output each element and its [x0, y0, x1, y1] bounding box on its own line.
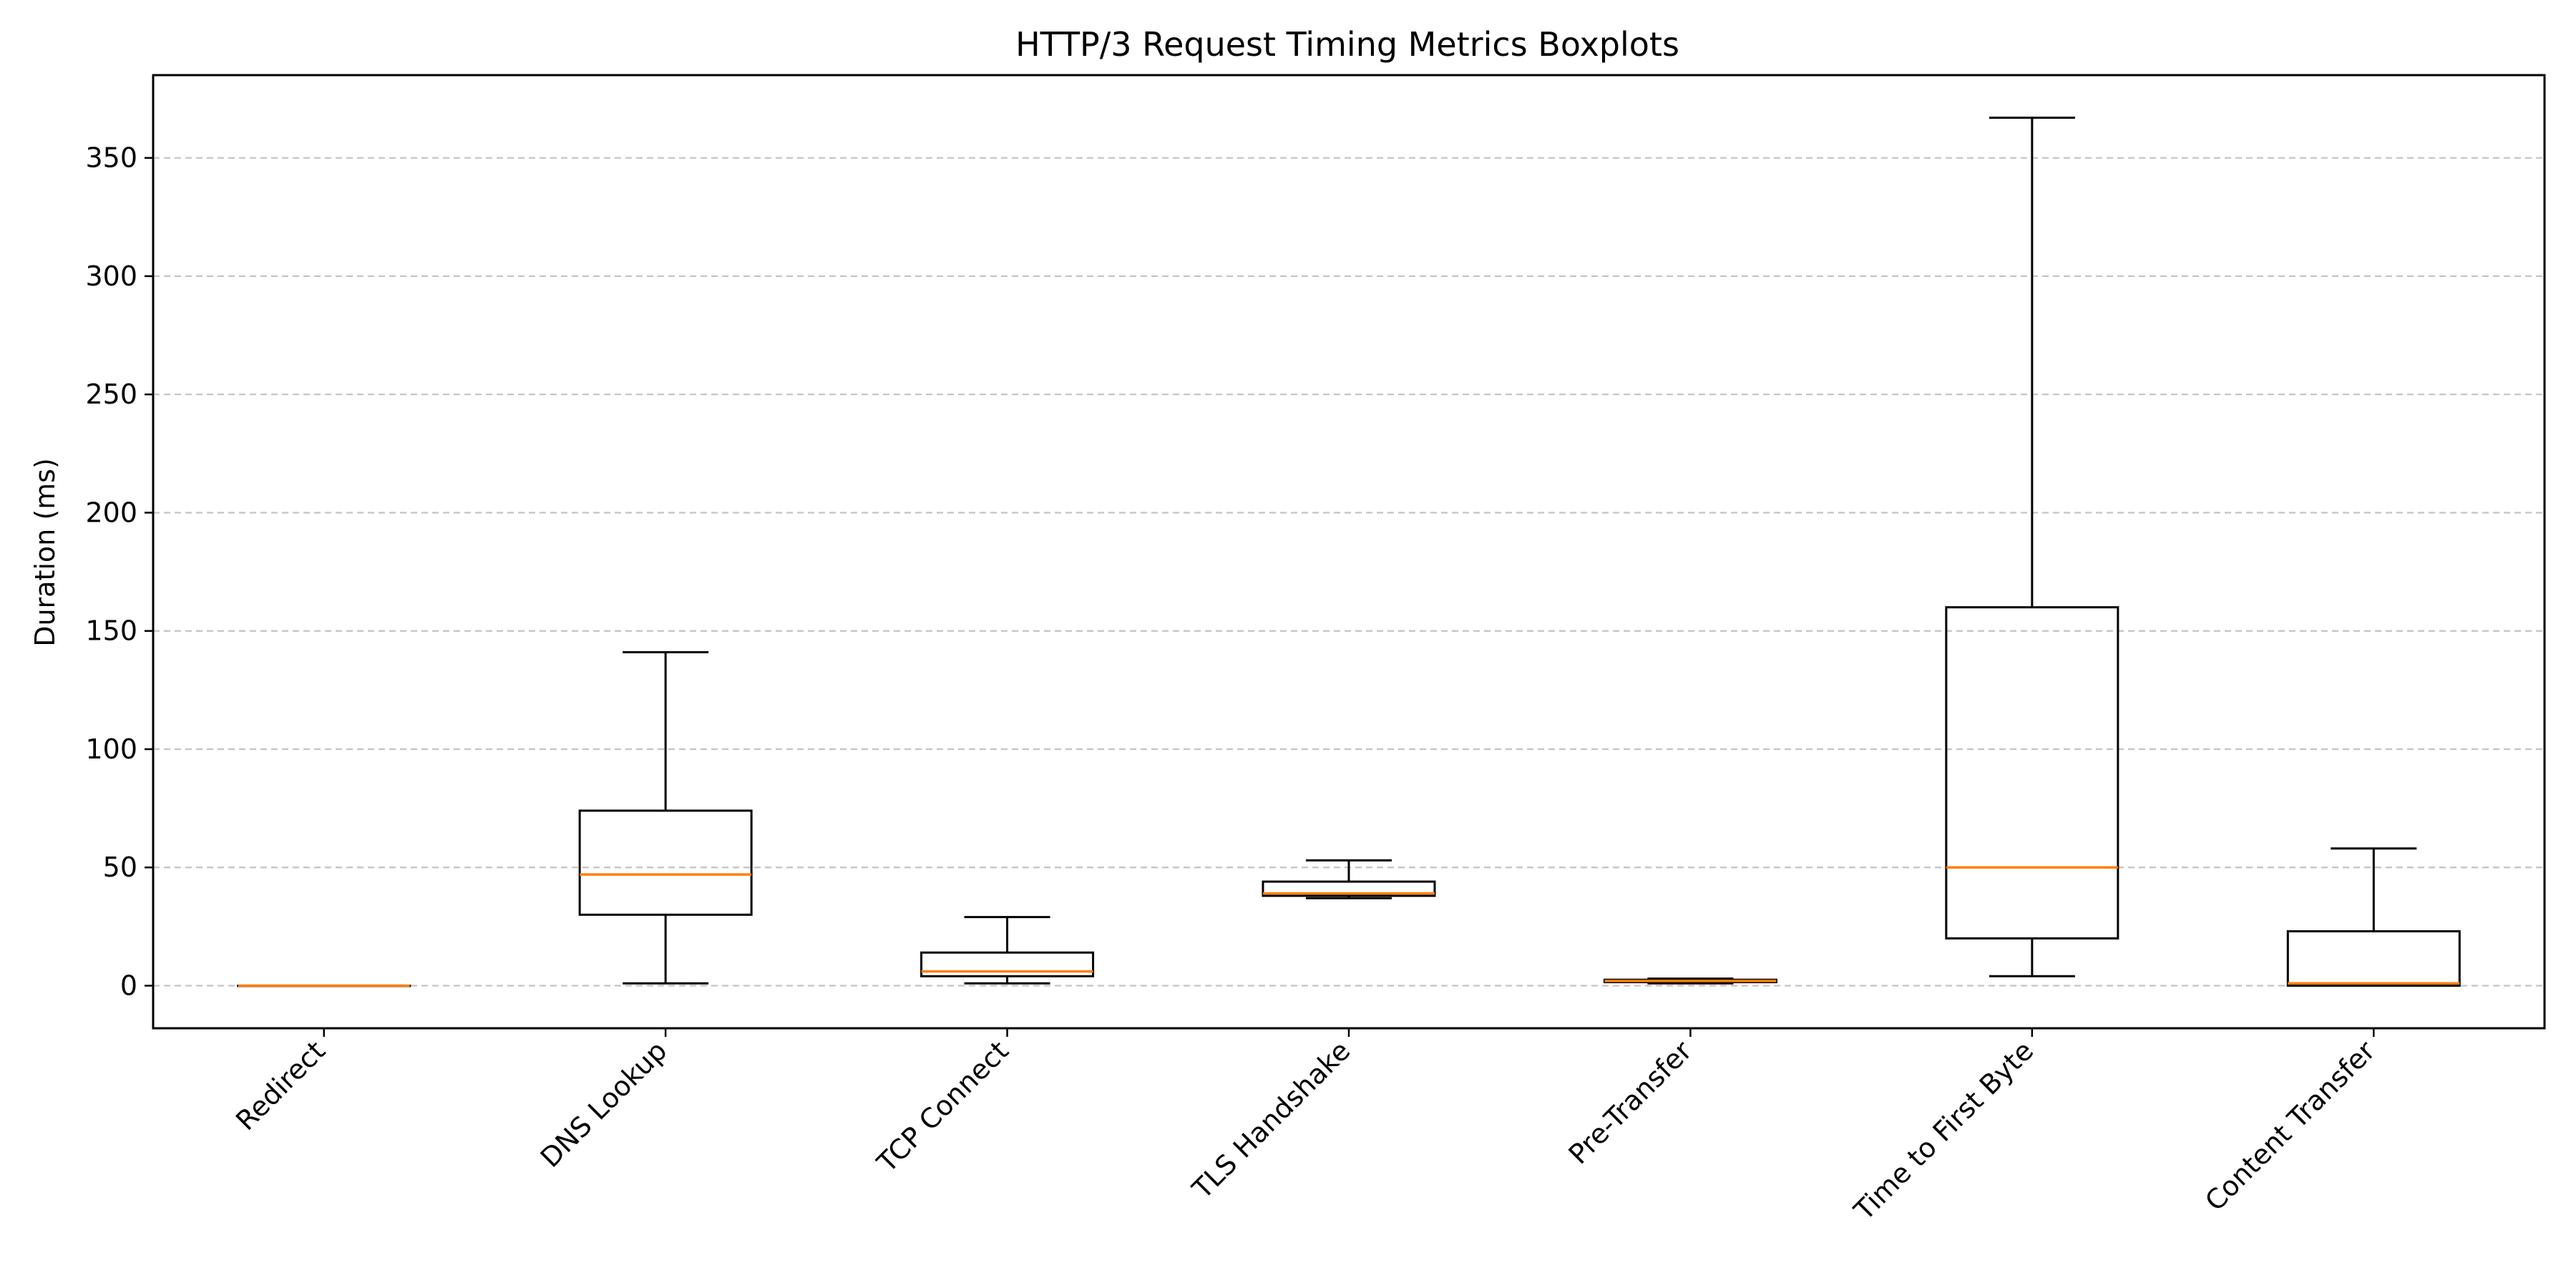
y-tick-label-150: 150	[85, 615, 137, 647]
y-tick-label-0: 0	[120, 970, 137, 1002]
box-body	[578, 809, 753, 916]
box-body	[920, 951, 1095, 977]
box-4	[1262, 859, 1436, 899]
box-series	[237, 116, 2461, 987]
box-body	[1262, 880, 1436, 897]
y-tick-label-300: 300	[85, 260, 137, 292]
y-axis-ticks: 0 50 100 150 200 250 300 350	[85, 142, 153, 1002]
y-tick-label-200: 200	[85, 497, 137, 528]
box-body	[2286, 930, 2461, 987]
box-5	[1603, 977, 1777, 985]
box-6	[1945, 116, 2119, 977]
y-axis-label: Duration (ms)	[29, 458, 61, 647]
box-7	[2286, 847, 2461, 987]
chart-title: HTTP/3 Request Timing Metrics Boxplots	[1015, 25, 1679, 64]
box-2	[578, 650, 753, 985]
box-1	[237, 984, 411, 987]
y-tick-label-350: 350	[85, 142, 137, 174]
box-body	[1945, 606, 2119, 940]
y-tick-label-50: 50	[103, 852, 137, 883]
y-tick-label-100: 100	[85, 733, 137, 765]
box-3	[920, 916, 1095, 985]
y-tick-label-250: 250	[85, 379, 137, 410]
